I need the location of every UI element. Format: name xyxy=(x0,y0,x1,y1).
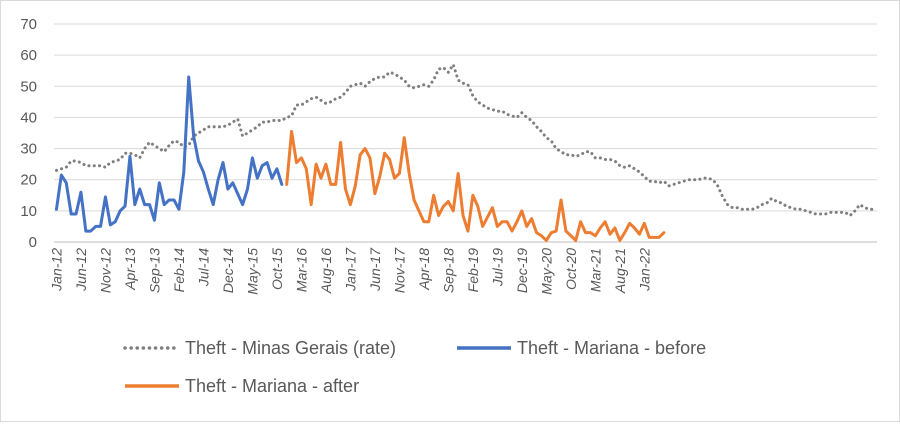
x-tick-label: Sep-18 xyxy=(440,248,456,293)
series-mariana-before-line xyxy=(54,75,284,233)
y-tick-label: 60 xyxy=(20,47,37,64)
x-tick: May-20 xyxy=(538,248,554,295)
x-tick: Sep-13 xyxy=(146,248,162,293)
legend-item-mariana-after: Theft - Mariana - after xyxy=(125,376,359,396)
x-tick-label: Jan-12 xyxy=(48,248,64,292)
x-tick-label: Sep-13 xyxy=(146,248,162,293)
series-minas-gerais-line xyxy=(54,62,877,218)
x-tick-label: Oct-15 xyxy=(269,248,285,290)
x-tick-label: Mar-16 xyxy=(293,248,309,292)
x-tick: May-15 xyxy=(244,248,260,295)
legend: Theft - Minas Gerais (rate) Theft - Mari… xyxy=(123,338,706,396)
x-tick-label: Jul-19 xyxy=(489,248,505,287)
x-tick-label: Jan-17 xyxy=(342,247,358,292)
legend-label-mariana-after: Theft - Mariana - after xyxy=(185,376,359,396)
x-tick: Mar-16 xyxy=(293,248,309,292)
y-tick-label: 40 xyxy=(20,109,37,126)
x-tick: Aug-21 xyxy=(612,248,628,294)
x-tick: Mar-21 xyxy=(587,248,603,292)
y-tick-label: 50 xyxy=(20,78,37,95)
legend-label-minas-gerais: Theft - Minas Gerais (rate) xyxy=(185,338,396,358)
x-tick: Aug-16 xyxy=(318,248,334,294)
y-tick-label: 20 xyxy=(20,172,37,189)
x-axis-ticks: Jan-12 Jun-12 Nov-12 Apr-13 Sep-13 Feb-14 Jul-… xyxy=(48,247,652,295)
x-tick: Feb-14 xyxy=(171,248,187,293)
y-tick-label: 10 xyxy=(20,203,37,220)
x-tick: Jan-12 xyxy=(48,248,64,292)
legend-item-minas-gerais: Theft - Minas Gerais (rate) xyxy=(123,338,396,358)
series-lines xyxy=(54,62,877,242)
x-tick: Jun-17 xyxy=(367,247,383,292)
x-tick: Feb-19 xyxy=(465,248,481,293)
x-tick: Jul-19 xyxy=(489,248,505,287)
x-tick-label: Jun-17 xyxy=(367,247,383,292)
x-tick: Sep-18 xyxy=(440,248,456,293)
x-tick-label: Dec-14 xyxy=(220,248,236,293)
x-tick: Dec-14 xyxy=(220,248,236,293)
series-mariana-after-line xyxy=(285,129,666,242)
legend-item-mariana-before: Theft - Mariana - before xyxy=(457,338,706,358)
y-tick-label: 70 xyxy=(20,16,37,33)
x-tick-label: Mar-21 xyxy=(587,248,603,292)
x-tick-label: Jun-12 xyxy=(73,248,89,292)
x-tick: Oct-15 xyxy=(269,248,285,290)
gridlines xyxy=(54,23,877,212)
x-tick-label: Dec-19 xyxy=(514,248,530,293)
x-tick: Apr-18 xyxy=(416,248,432,291)
x-tick-label: Feb-14 xyxy=(171,248,187,293)
x-tick: Nov-17 xyxy=(391,247,407,293)
x-tick-label: Nov-17 xyxy=(391,247,407,293)
y-tick-label: 0 xyxy=(29,234,37,251)
x-tick-label: Aug-21 xyxy=(612,248,628,294)
x-tick-label: Apr-18 xyxy=(416,248,432,291)
x-tick-label: Apr-13 xyxy=(122,248,138,291)
y-tick-label: 30 xyxy=(20,141,37,158)
x-tick-label: Jul-14 xyxy=(195,248,211,287)
x-tick: Oct-20 xyxy=(563,248,579,290)
x-tick-label: Oct-20 xyxy=(563,248,579,290)
x-tick-label: May-15 xyxy=(244,248,260,295)
x-tick: Jan-22 xyxy=(636,248,652,292)
x-tick: Jul-14 xyxy=(195,248,211,287)
x-tick-label: Feb-19 xyxy=(465,248,481,293)
x-tick: Apr-13 xyxy=(122,248,138,291)
x-tick: Jun-12 xyxy=(73,248,89,292)
x-tick: Nov-12 xyxy=(97,248,113,293)
legend-label-mariana-before: Theft - Mariana - before xyxy=(517,338,706,358)
x-tick: Jan-17 xyxy=(342,247,358,292)
y-axis-ticks: 0 10 20 30 40 50 60 70 xyxy=(20,16,37,251)
x-tick-label: Nov-12 xyxy=(97,248,113,293)
x-tick: Dec-19 xyxy=(514,248,530,293)
x-tick-label: Jan-22 xyxy=(636,248,652,292)
x-tick-label: May-20 xyxy=(538,248,554,295)
x-tick-label: Aug-16 xyxy=(318,248,334,294)
